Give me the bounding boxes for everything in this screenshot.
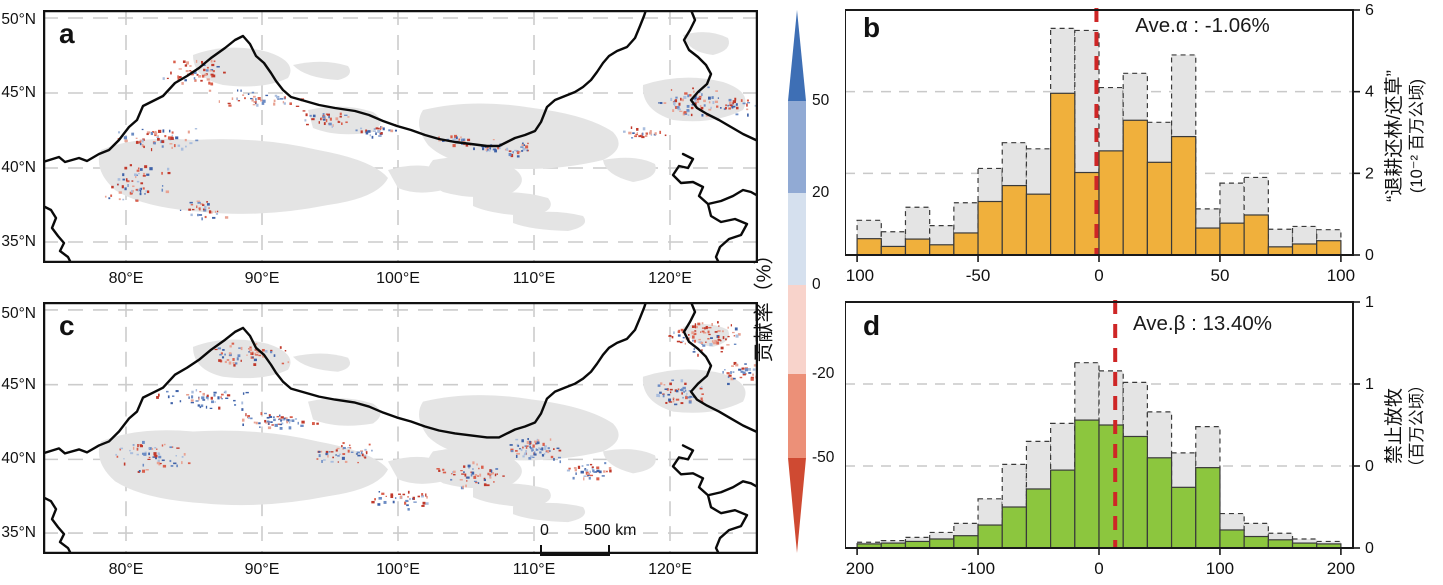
svg-text:0: 0 bbox=[1094, 559, 1103, 578]
colorbar-tick: 0 bbox=[812, 276, 821, 293]
colorbar-tick: -20 bbox=[812, 365, 835, 382]
svg-text:0: 0 bbox=[1365, 247, 1374, 264]
svg-text:0: 0 bbox=[1094, 266, 1103, 285]
svg-text:50: 50 bbox=[1210, 266, 1229, 285]
panel-letter-a: a bbox=[59, 18, 75, 49]
lat-tick: 40°N bbox=[1, 450, 36, 467]
svg-text:-100: -100 bbox=[961, 559, 995, 578]
lon-tick: 80°E bbox=[108, 561, 144, 578]
ylabel-d: 禁止放牧 （百万公顷） bbox=[1383, 296, 1429, 556]
svg-text:1.0: 1.0 bbox=[1365, 376, 1375, 393]
panel-letter-b: b bbox=[863, 12, 881, 43]
panel-letter-d: d bbox=[863, 310, 881, 341]
chart-panel-d: -200 -100 0 100 200 0 0.5 1.0 1.5 d Ave.β : 13.4… bbox=[845, 292, 1375, 585]
svg-text:-50: -50 bbox=[966, 266, 991, 285]
ylabel-b-title: “退耕还林/还草” bbox=[1384, 70, 1405, 202]
lon-tick: 110°E bbox=[512, 561, 556, 578]
ylabel-d-units: （百万公顷） bbox=[1408, 376, 1426, 476]
lat-tick: 50°N bbox=[1, 11, 36, 28]
map-canvas-a bbox=[43, 10, 758, 263]
mean-annotation-b: Ave.α : -1.06% bbox=[1135, 14, 1270, 37]
map-scalebar: 0 500 km bbox=[540, 522, 660, 556]
svg-text:6: 6 bbox=[1365, 2, 1374, 19]
lat-tick: 40°N bbox=[1, 159, 36, 176]
svg-text:100: 100 bbox=[1327, 266, 1355, 285]
ylabel-b-units: (10⁻² 百万公顷) bbox=[1408, 78, 1426, 194]
lon-tick: 80°E bbox=[108, 270, 144, 287]
scalebar-zero: 0 bbox=[540, 522, 549, 539]
colorbar-tick: 50 bbox=[812, 92, 830, 109]
panel-letter-c: c bbox=[59, 310, 75, 341]
colorbar-tick: 20 bbox=[812, 184, 830, 201]
colorbar-tick: -50 bbox=[812, 449, 835, 466]
ylabel-d-title: 禁止放牧 bbox=[1384, 388, 1405, 465]
lon-tick: 120°E bbox=[648, 561, 692, 578]
scalebar-bracket bbox=[540, 545, 610, 556]
svg-text:0: 0 bbox=[1365, 540, 1374, 557]
lat-tick: 35°N bbox=[1, 524, 36, 541]
svg-text:1.5: 1.5 bbox=[1365, 294, 1375, 311]
lon-tick: 100°E bbox=[376, 270, 420, 287]
svg-text:-100: -100 bbox=[845, 266, 874, 285]
svg-text:-200: -200 bbox=[845, 559, 874, 578]
lon-tick: 120°E bbox=[648, 270, 692, 287]
map-panel-c: c 50°N 45°N 40°N 35°N 80°E 90°E 100°E 11… bbox=[1, 302, 758, 578]
lon-tick: 90°E bbox=[244, 270, 280, 287]
lat-tick: 45°N bbox=[1, 376, 36, 393]
scalebar-distance: 500 km bbox=[584, 522, 637, 539]
lat-tick: 45°N bbox=[1, 84, 36, 101]
ylabel-b: “退耕还林/还草” (10⁻² 百万公顷) bbox=[1383, 6, 1429, 266]
svg-text:2: 2 bbox=[1365, 165, 1374, 182]
map-panel-a: a 50°N 45°N 40°N 35°N 80°E 90°E 100°E 11… bbox=[1, 10, 758, 287]
colorbar-title: 贡献率（%） bbox=[753, 244, 776, 363]
svg-text:100: 100 bbox=[1206, 559, 1234, 578]
svg-text:0.5: 0.5 bbox=[1365, 458, 1375, 475]
svg-text:4: 4 bbox=[1365, 84, 1374, 101]
svg-text:200: 200 bbox=[1327, 559, 1355, 578]
histogram-b: -100 -50 0 50 100 0 2 4 6 bbox=[845, 2, 1374, 285]
lat-tick: 35°N bbox=[1, 233, 36, 250]
histogram-d: -200 -100 0 100 200 0 0.5 1.0 1.5 bbox=[845, 294, 1375, 578]
map-canvas-c bbox=[43, 302, 758, 554]
mean-annotation-d: Ave.β : 13.40% bbox=[1132, 312, 1273, 335]
lon-tick: 90°E bbox=[244, 561, 280, 578]
colorbar bbox=[788, 10, 806, 553]
lat-tick: 50°N bbox=[1, 305, 36, 322]
lon-tick: 100°E bbox=[376, 561, 420, 578]
lon-tick: 110°E bbox=[512, 270, 556, 287]
chart-panel-b: -100 -50 0 50 100 0 2 4 6 b Ave.α : -1.06% bbox=[845, 0, 1375, 292]
